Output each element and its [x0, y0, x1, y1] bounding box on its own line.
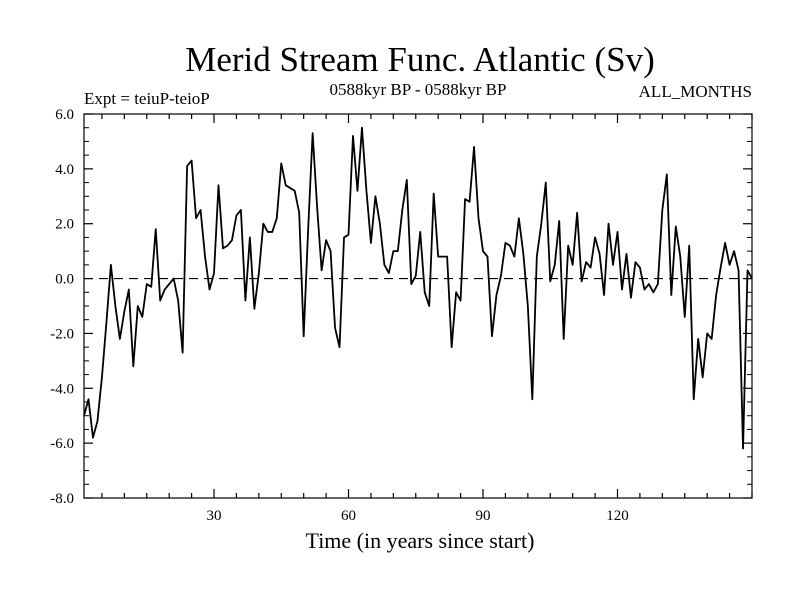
y-tick-label: 6.0	[55, 107, 74, 123]
y-tick-label: 0.0	[55, 272, 74, 288]
x-tick-label: 120	[606, 508, 629, 524]
x-axis-label: Time (in years since start)	[306, 528, 535, 553]
x-tick-label: 30	[207, 508, 222, 524]
chart-title: Merid Stream Func. Atlantic (Sv)	[185, 40, 655, 79]
y-tick-label: -2.0	[50, 326, 74, 342]
x-tick-label: 90	[476, 508, 491, 524]
series-line	[83, 126, 753, 450]
subtitle-left: Expt = teiuP-teioP	[84, 89, 210, 108]
subtitle-center: 0588kyr BP - 0588kyr BP	[330, 80, 507, 99]
y-tick-label: -8.0	[50, 491, 74, 507]
y-tick-label: -6.0	[50, 436, 74, 452]
y-tick-label: -4.0	[50, 381, 74, 397]
y-tick-label: 2.0	[55, 217, 74, 233]
y-tick-label: 4.0	[55, 162, 74, 178]
x-tick-label: 60	[341, 508, 356, 524]
x-axis: 30 60 90 120	[101, 114, 753, 524]
subtitle-right: ALL_MONTHS	[639, 82, 752, 101]
y-axis: 6.0 4.0 2.0 0.0 -2.0 -4.0 -6.0 -8.0	[50, 107, 752, 507]
